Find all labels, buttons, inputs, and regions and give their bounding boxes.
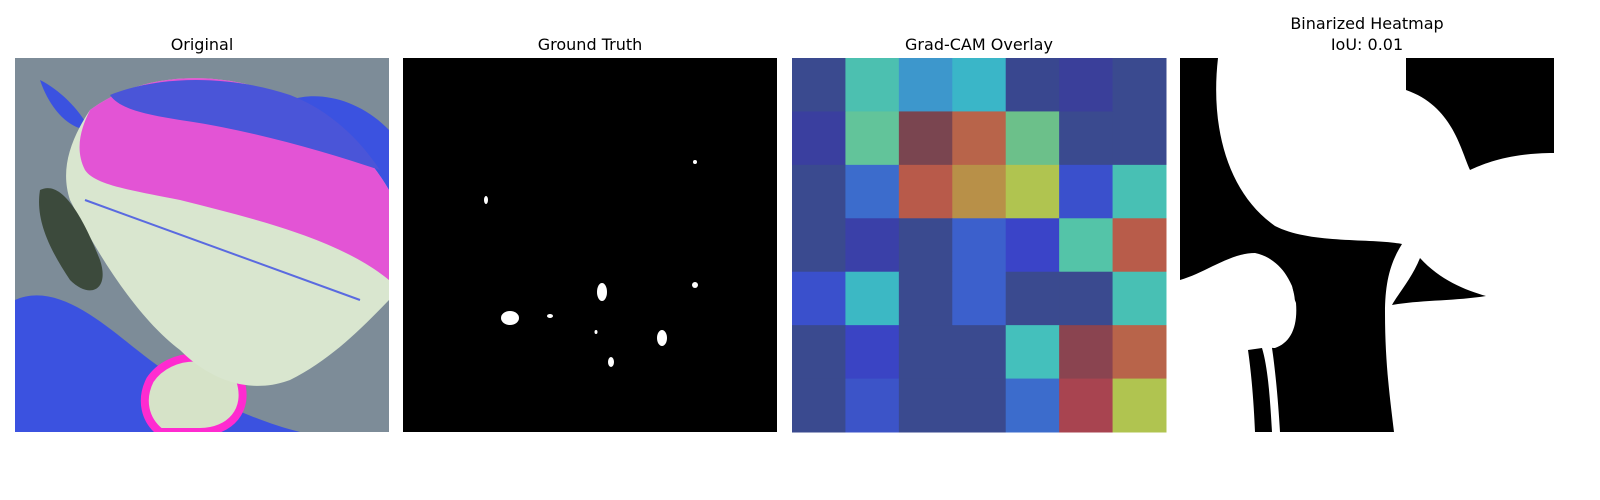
heatmap-cell [1005, 164, 1060, 219]
heatmap-cell [898, 378, 953, 433]
heatmap-cell [1005, 271, 1060, 326]
heatmap-cell [792, 325, 846, 380]
heatmap-cell [1005, 58, 1060, 112]
original-image [15, 58, 389, 432]
heatmap-cell [845, 271, 900, 326]
heatmap-cell [898, 164, 953, 219]
heatmap-cell [1005, 218, 1060, 273]
heatmap-cell [792, 218, 846, 273]
heatmap-cell [1112, 111, 1167, 166]
heatmap-cell [1059, 325, 1114, 380]
heatmap-cell [792, 271, 846, 326]
heatmap-cell [845, 218, 900, 273]
heatmap-cell [952, 271, 1007, 326]
heatmap-cell [898, 325, 953, 380]
heatmap-cell [845, 325, 900, 380]
heatmap-cell [1059, 111, 1114, 166]
heatmap-cell [1059, 58, 1114, 112]
heatmap-cell [1112, 271, 1167, 326]
heatmap-cell [1112, 218, 1167, 273]
heatmap-cell [1112, 164, 1167, 219]
binarized-heatmap [1180, 58, 1554, 432]
panel-title: Grad-CAM Overlay [905, 35, 1053, 54]
heatmap-cell [952, 218, 1007, 273]
heatmap-cell [952, 111, 1007, 166]
heatmap-cell [792, 378, 846, 433]
heatmap-cell [952, 325, 1007, 380]
heatmap-cell [1005, 325, 1060, 380]
heatmap-cell [792, 164, 846, 219]
heatmap-cell [1059, 378, 1114, 433]
panel-subtitle: IoU: 0.01 [1331, 35, 1403, 54]
heatmap-cell [1112, 58, 1167, 112]
heatmap-cell [1112, 378, 1167, 433]
heatmap-cell [792, 111, 846, 166]
ground-truth-mask [403, 58, 777, 432]
heatmap-cell [845, 58, 900, 112]
heatmap-cell [952, 58, 1007, 112]
heatmap-cell [898, 271, 953, 326]
heatmap-cell [1112, 325, 1167, 380]
heatmap-cell [792, 58, 846, 112]
heatmap-cell [1005, 111, 1060, 166]
panel-title: Ground Truth [538, 35, 643, 54]
heatmap-cell [1059, 164, 1114, 219]
panel-title: Original [171, 35, 234, 54]
heatmap-cell [1059, 271, 1114, 326]
gradcam-overlay [792, 58, 1167, 433]
heatmap-cell [898, 58, 953, 112]
panel-title: Binarized Heatmap [1290, 14, 1443, 33]
heatmap-cell [952, 378, 1007, 433]
heatmap-cell [952, 164, 1007, 219]
heatmap-cell [845, 378, 900, 433]
heatmap-cell [898, 111, 953, 166]
heatmap-cell [1005, 378, 1060, 433]
heatmap-cell [845, 111, 900, 166]
heatmap-cell [898, 218, 953, 273]
heatmap-cell [845, 164, 900, 219]
heatmap-cell [1059, 218, 1114, 273]
